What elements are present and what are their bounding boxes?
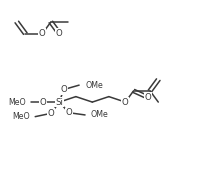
Text: OMe: OMe <box>91 111 108 120</box>
Text: MeO: MeO <box>12 112 30 121</box>
Text: O: O <box>122 98 129 107</box>
Text: O: O <box>39 29 46 38</box>
Text: O: O <box>39 98 46 107</box>
Text: O: O <box>144 93 151 102</box>
Text: O: O <box>60 85 67 94</box>
Text: O: O <box>56 29 63 38</box>
Text: O: O <box>65 108 72 117</box>
Text: OMe: OMe <box>86 81 103 90</box>
Text: O: O <box>48 109 54 118</box>
Text: Si: Si <box>55 98 63 107</box>
Text: MeO: MeO <box>8 98 26 107</box>
